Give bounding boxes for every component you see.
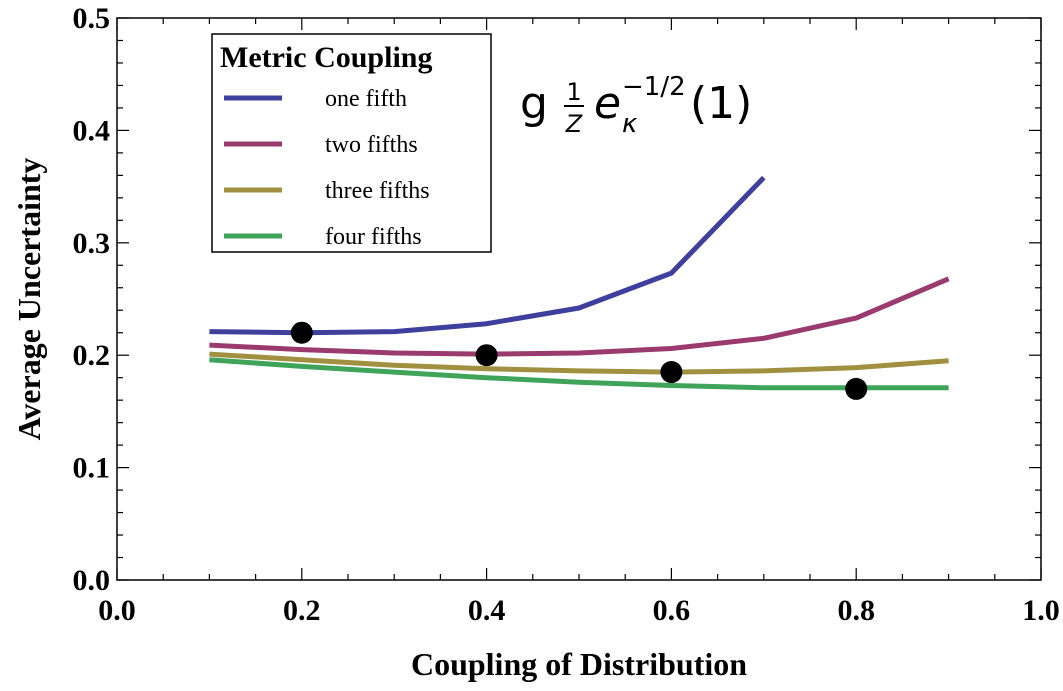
series-line-two-fifths xyxy=(209,276,950,357)
x-tick-label: 1.0 xyxy=(1022,594,1060,627)
data-point xyxy=(290,321,313,344)
y-tick-label: 0.4 xyxy=(73,114,111,147)
formula-argument: (1) xyxy=(690,78,752,129)
data-point xyxy=(475,344,498,367)
marker-points xyxy=(290,321,868,400)
data-point xyxy=(845,377,868,400)
formula-subscript: κ xyxy=(622,109,638,139)
data-point xyxy=(660,361,683,384)
legend-label-one-fifth: one fifth xyxy=(325,86,407,112)
formula-frac-den: Z xyxy=(565,110,583,138)
y-axis-title: Average Uncertainty xyxy=(11,158,47,441)
legend-items: one fifth two fifths three fifths four fift… xyxy=(224,86,430,250)
series-line-four-fifths xyxy=(209,357,949,391)
formula-g: g xyxy=(520,78,548,129)
series-line-three-fifths xyxy=(209,351,949,375)
y-tick-label: 0.5 xyxy=(73,2,111,35)
x-tick-label: 0.8 xyxy=(837,594,875,627)
formula-superscript: −1/2 xyxy=(622,72,686,102)
y-tick-label: 0.0 xyxy=(73,564,111,597)
x-tick-label: 0.2 xyxy=(283,594,321,627)
formula-e: e xyxy=(594,78,621,129)
x-tick-label: 0.0 xyxy=(98,594,136,627)
formula-frac-num: 1 xyxy=(566,78,581,106)
y-tick-label: 0.1 xyxy=(73,452,111,485)
x-tick-label: 0.6 xyxy=(653,594,691,627)
x-tick-labels: 0.0 0.2 0.4 0.6 0.8 1.0 xyxy=(98,594,1060,627)
x-axis-title: Coupling of Distribution xyxy=(411,646,747,682)
formula-annotation: g 1 Z e −1/2 κ (1) xyxy=(520,72,752,139)
axis-ticks xyxy=(116,17,1042,581)
y-tick-label: 0.3 xyxy=(73,227,111,260)
y-tick-label: 0.2 xyxy=(73,339,111,372)
legend-label-four-fifths: four fifths xyxy=(325,224,422,250)
legend-title: Metric Coupling xyxy=(220,41,432,74)
legend: Metric Coupling one fifth two fifths three… xyxy=(211,33,492,253)
y-tick-labels: 0.0 0.1 0.2 0.3 0.4 0.5 xyxy=(73,2,111,597)
x-tick-label: 0.4 xyxy=(468,594,506,627)
legend-label-two-fifths: two fifths xyxy=(325,132,418,158)
legend-label-three-fifths: three fifths xyxy=(325,178,430,204)
